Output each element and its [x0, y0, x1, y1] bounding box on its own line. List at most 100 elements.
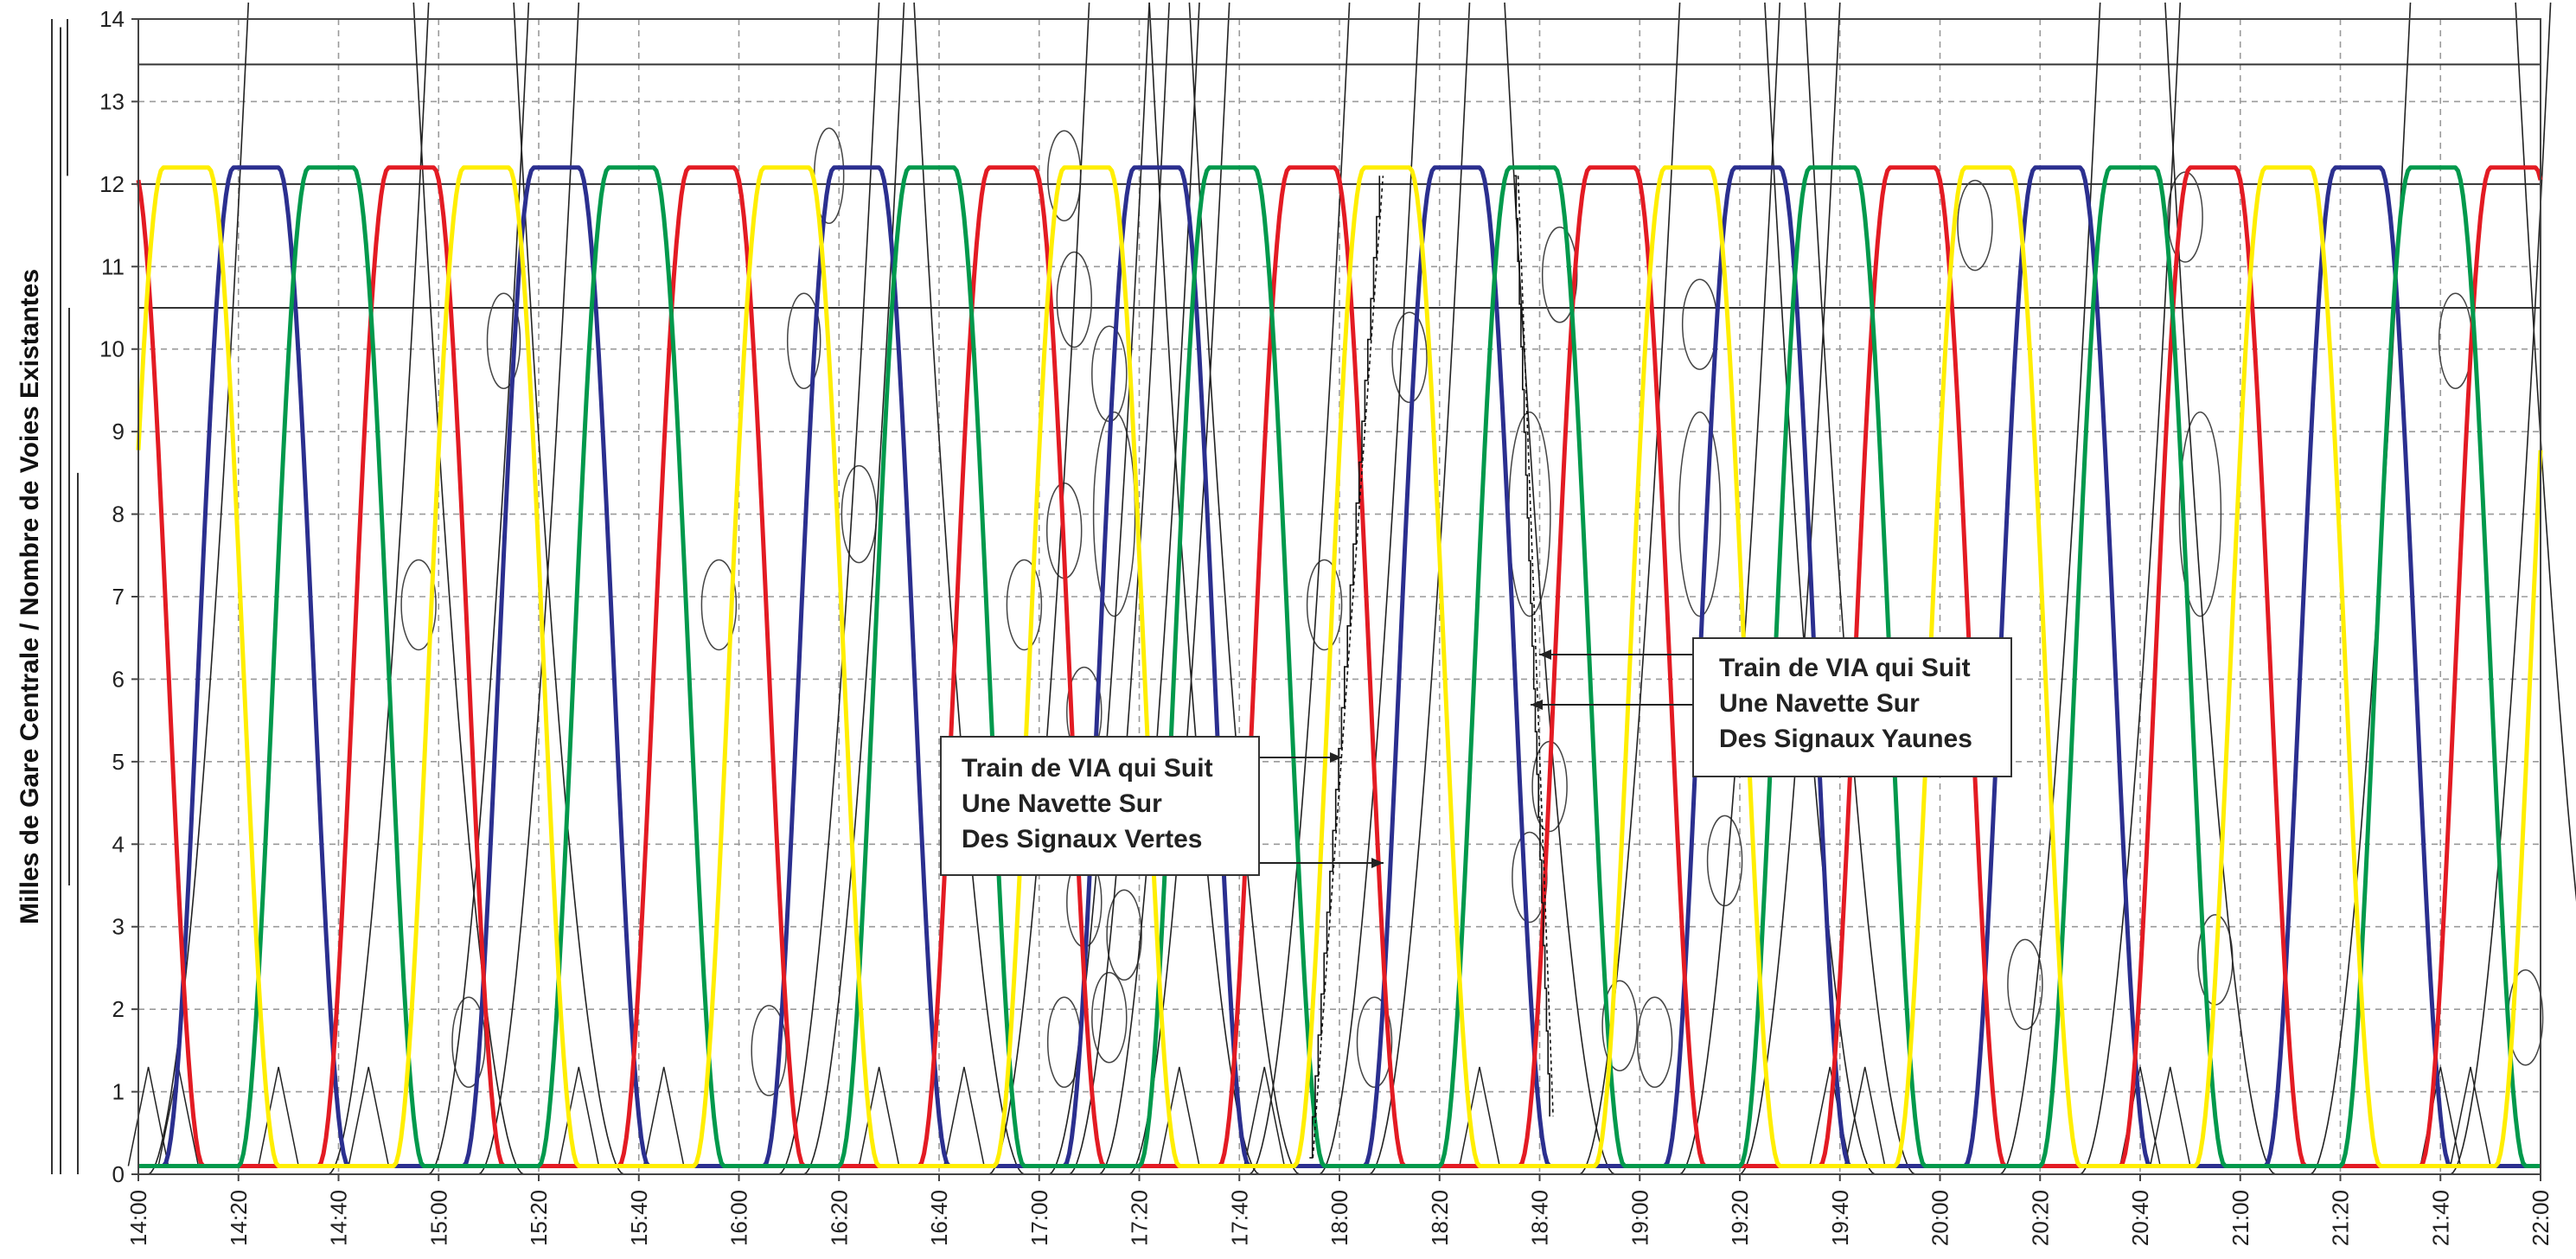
- callout-line: Une Navette Sur: [962, 789, 1162, 818]
- x-tick-label: 19:20: [1727, 1190, 1753, 1246]
- x-tick-label: 22:00: [2528, 1190, 2554, 1246]
- x-tick-label: 14:40: [326, 1190, 352, 1246]
- freight-line: [2080, 2, 2182, 1175]
- conflict-ellipse: [1541, 227, 1578, 323]
- y-tick-label: 3: [112, 914, 125, 940]
- x-tick-label: 15:00: [425, 1190, 451, 1246]
- x-tick-label: 14:00: [125, 1190, 151, 1246]
- freight-tick: [348, 1066, 369, 1166]
- callout-line: Train de VIA qui Suit: [962, 754, 1213, 783]
- conflict-ellipse: [751, 1005, 787, 1096]
- freight-tick: [1243, 1066, 1265, 1166]
- freight-line: [1804, 2, 1915, 1175]
- freight-tick: [878, 1066, 900, 1166]
- freight-tick: [1479, 1066, 1500, 1166]
- x-tick-label: 18:20: [1427, 1190, 1453, 1246]
- shuttle-line-yellow: [136, 165, 2543, 1168]
- callout-yellow: Train de VIA qui Suit Une Navette Sur De…: [1692, 637, 2012, 777]
- freight-line: [148, 2, 250, 1175]
- x-tick-label: 21:00: [2228, 1190, 2253, 1246]
- freight-tick: [1179, 1066, 1200, 1166]
- freight-tick: [1809, 1066, 1831, 1166]
- conflict-ellipse: [2007, 938, 2043, 1031]
- y-tick-label: 12: [99, 171, 125, 197]
- freight-tick: [642, 1066, 665, 1166]
- freight-line: [1764, 2, 1876, 1175]
- freight-line: [513, 2, 624, 1175]
- y-tick-label: 6: [112, 666, 125, 692]
- freight-line: [1504, 2, 1615, 1175]
- y-tick-label: 5: [112, 749, 125, 775]
- x-tick-label: 21:40: [2427, 1190, 2453, 1246]
- conflict-ellipse: [1957, 179, 1993, 272]
- freight-line: [412, 2, 525, 1175]
- freight-tick: [2169, 1066, 2191, 1166]
- y-tick-label: 4: [112, 831, 125, 857]
- y-axis-label: Milles de Gare Centrale / Nombre de Voie…: [16, 269, 44, 924]
- conflict-ellipse: [1091, 971, 1128, 1064]
- conflict-ellipse: [700, 559, 738, 651]
- x-tick-label: 15:20: [526, 1190, 552, 1246]
- freight-tick: [1263, 1066, 1286, 1166]
- arrow-head: [1371, 858, 1384, 868]
- y-tick-label: 1: [112, 1079, 125, 1105]
- arrow-head: [1539, 649, 1551, 660]
- via-green-line: [1309, 176, 1381, 1159]
- freight-tick: [2149, 1066, 2171, 1166]
- callout-box: [1692, 637, 2012, 777]
- y-tick-label: 14: [99, 6, 125, 32]
- shuttle-lines: [136, 165, 2543, 1168]
- via-train-lines: [1257, 175, 1693, 1159]
- x-tick-label: 20:20: [2027, 1190, 2053, 1246]
- x-tick-label: 18:40: [1527, 1190, 1553, 1246]
- freight-line: [1319, 2, 1421, 1175]
- y-tick-label: 10: [99, 336, 125, 362]
- conflict-ellipse: [1006, 559, 1043, 651]
- y-tick-label: 0: [112, 1161, 125, 1187]
- conflict-ellipse: [1306, 559, 1343, 651]
- freight-tick: [368, 1066, 390, 1166]
- callout-line: Train de VIA qui Suit: [1719, 654, 1971, 682]
- callout-green: Train de VIA qui Suit Une Navette Sur De…: [940, 736, 1260, 876]
- callouts: Train de VIA qui Suit Une Navette Sur De…: [940, 637, 2012, 876]
- x-tick-label: 14:20: [226, 1190, 252, 1246]
- conflict-ellipse: [400, 559, 437, 651]
- x-tick-label: 15:40: [626, 1190, 652, 1246]
- freight-line: [1249, 2, 1351, 1175]
- freight-tick: [147, 1066, 169, 1166]
- conflict-ellipse: [2178, 411, 2222, 617]
- x-tick-label: 16:40: [926, 1190, 952, 1246]
- callout-box: [940, 736, 1260, 876]
- conflict-ellipse: [1106, 889, 1142, 981]
- freight-tick: [2450, 1066, 2471, 1166]
- via-yellow-line-dotted: [1517, 176, 1554, 1117]
- freight-tick: [2470, 1066, 2491, 1166]
- y-tick-label: 9: [112, 419, 125, 444]
- x-tick-label: 18:00: [1326, 1190, 1352, 1246]
- x-tick-label: 17:20: [1127, 1190, 1153, 1246]
- y-tick-label: 7: [112, 584, 125, 610]
- freight-tick: [1844, 1066, 1866, 1166]
- conflict-ellipse: [786, 292, 821, 389]
- freight-tick: [963, 1066, 985, 1166]
- via-yellow-line: [1514, 175, 1550, 1117]
- x-tick-label: 17:40: [1226, 1190, 1252, 1246]
- x-tick-label: 21:20: [2328, 1190, 2354, 1246]
- shuttle-line-green: [138, 165, 2541, 1168]
- x-tick-label: 19:00: [1627, 1190, 1652, 1246]
- x-tick-label: 20:00: [1927, 1190, 1953, 1246]
- freight-tick: [177, 1066, 200, 1166]
- arrow-head: [1330, 752, 1342, 763]
- conflict-ellipse: [1391, 311, 1428, 404]
- x-tick-label: 16:20: [826, 1190, 852, 1246]
- callout-line: Des Signaux Vertes: [962, 825, 1202, 853]
- conflict-ellipse: [1601, 980, 1638, 1071]
- y-tick-label: 11: [101, 253, 125, 279]
- via-green-line-dotted: [1312, 176, 1384, 1158]
- freight-line: [1369, 2, 1471, 1175]
- conflict-ellipse: [1056, 251, 1093, 348]
- arrow-head: [1531, 700, 1543, 710]
- freight-tick: [2139, 1066, 2161, 1166]
- conflict-ellipse: [451, 996, 486, 1089]
